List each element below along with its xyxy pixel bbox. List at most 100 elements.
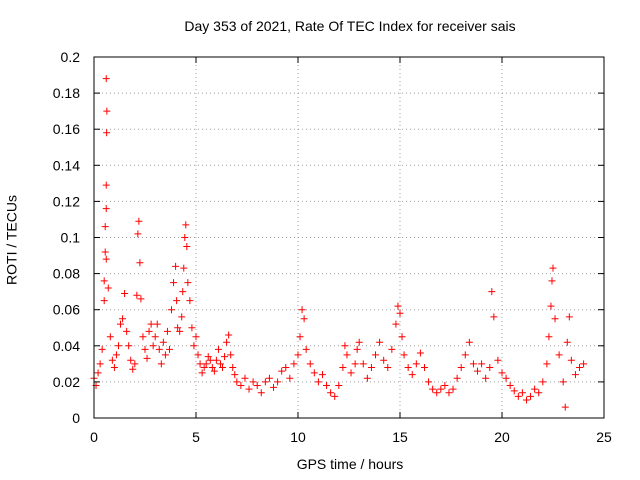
data-point bbox=[278, 367, 286, 375]
data-points bbox=[90, 75, 588, 411]
data-point bbox=[488, 288, 496, 296]
data-point bbox=[157, 360, 165, 368]
data-point bbox=[202, 360, 210, 368]
data-point bbox=[294, 351, 302, 359]
data-point bbox=[145, 327, 153, 335]
y-tick-label: 0.08 bbox=[53, 266, 80, 282]
data-point bbox=[102, 255, 110, 263]
data-point bbox=[245, 385, 253, 393]
data-point bbox=[104, 284, 112, 292]
axis-ticks: 0 5 10 15 20 25 0 0.02 0.04 0.06 0.08 0.1 0.12 0.14 0.… bbox=[53, 49, 612, 445]
data-point bbox=[183, 243, 191, 251]
data-point bbox=[580, 360, 588, 368]
data-point bbox=[101, 223, 109, 231]
data-point bbox=[449, 385, 457, 393]
y-tick-label: 0.14 bbox=[53, 157, 80, 173]
data-point bbox=[119, 315, 127, 323]
data-point bbox=[168, 306, 176, 314]
data-point bbox=[221, 353, 229, 361]
data-point bbox=[486, 363, 494, 371]
data-point bbox=[351, 360, 359, 368]
data-point bbox=[249, 378, 257, 386]
y-tick-label: 0.12 bbox=[53, 193, 80, 209]
data-point bbox=[94, 369, 102, 377]
data-point bbox=[137, 295, 145, 303]
data-point bbox=[498, 369, 506, 377]
data-point bbox=[147, 320, 155, 328]
data-point bbox=[372, 351, 380, 359]
data-point bbox=[270, 383, 278, 391]
data-point bbox=[110, 363, 118, 371]
x-tick-label: 20 bbox=[494, 429, 510, 445]
data-point bbox=[114, 342, 122, 350]
data-point bbox=[339, 363, 347, 371]
data-point bbox=[539, 378, 547, 386]
data-point bbox=[551, 315, 559, 323]
data-point bbox=[172, 262, 180, 270]
data-point bbox=[527, 392, 535, 400]
data-point bbox=[359, 360, 367, 368]
data-point bbox=[404, 363, 412, 371]
data-point bbox=[549, 264, 557, 272]
data-point bbox=[335, 382, 343, 390]
data-point bbox=[165, 345, 173, 353]
data-point bbox=[482, 374, 490, 382]
data-point bbox=[210, 367, 218, 375]
data-point bbox=[198, 369, 206, 377]
data-point bbox=[219, 363, 227, 371]
data-point bbox=[261, 378, 269, 386]
data-point bbox=[136, 259, 144, 267]
data-point bbox=[494, 356, 502, 364]
data-point bbox=[257, 389, 265, 397]
data-point bbox=[196, 360, 204, 368]
data-point bbox=[388, 345, 396, 353]
data-point bbox=[223, 338, 231, 346]
data-point bbox=[298, 306, 306, 314]
data-point bbox=[561, 403, 569, 411]
data-point bbox=[392, 320, 400, 328]
data-point bbox=[425, 378, 433, 386]
data-point bbox=[180, 264, 188, 272]
data-point bbox=[567, 356, 575, 364]
data-point bbox=[265, 374, 273, 382]
data-point bbox=[212, 356, 220, 364]
data-point bbox=[347, 369, 355, 377]
data-point bbox=[170, 279, 178, 287]
data-point bbox=[490, 313, 498, 321]
data-point bbox=[163, 327, 171, 335]
data-point bbox=[545, 333, 553, 341]
data-point bbox=[229, 363, 237, 371]
data-point bbox=[331, 392, 339, 400]
data-point bbox=[106, 333, 114, 341]
y-tick-label: 0.18 bbox=[53, 85, 80, 101]
data-point bbox=[341, 342, 349, 350]
data-point bbox=[237, 382, 245, 390]
data-point bbox=[323, 382, 331, 390]
data-point bbox=[102, 205, 110, 213]
data-point bbox=[98, 345, 106, 353]
data-point bbox=[231, 371, 239, 379]
data-point bbox=[161, 351, 169, 359]
data-point bbox=[412, 360, 420, 368]
data-point bbox=[131, 360, 139, 368]
data-point bbox=[474, 367, 482, 375]
data-point bbox=[206, 356, 214, 364]
data-point bbox=[565, 313, 573, 321]
x-axis-label: GPS time / hours bbox=[296, 456, 404, 472]
data-point bbox=[548, 277, 556, 285]
data-point bbox=[139, 333, 147, 341]
data-point bbox=[102, 181, 110, 189]
data-point bbox=[543, 360, 551, 368]
data-point bbox=[441, 382, 449, 390]
data-point bbox=[445, 389, 453, 397]
data-point bbox=[190, 342, 198, 350]
data-point bbox=[214, 345, 222, 353]
data-point bbox=[343, 351, 351, 359]
data-point bbox=[216, 360, 224, 368]
data-point bbox=[194, 351, 202, 359]
data-point bbox=[408, 371, 416, 379]
data-point bbox=[433, 389, 441, 397]
y-tick-label: 0 bbox=[72, 410, 80, 426]
data-point bbox=[174, 324, 182, 332]
x-tick-label: 25 bbox=[596, 429, 612, 445]
